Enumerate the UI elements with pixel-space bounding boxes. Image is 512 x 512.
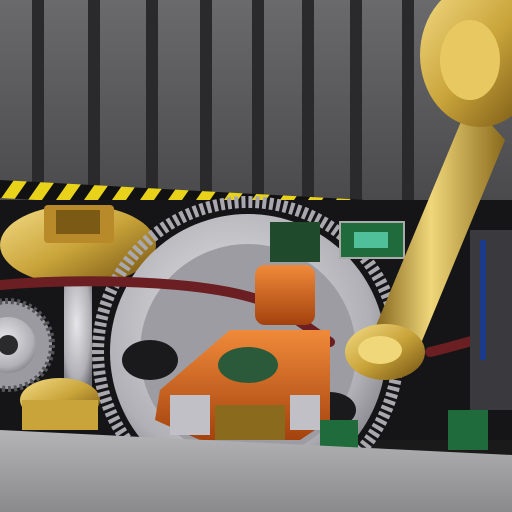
brass-rod bbox=[370, 100, 505, 370]
right-bracket bbox=[470, 230, 512, 410]
concrete-floor bbox=[0, 430, 512, 512]
orange-motor-housing bbox=[155, 265, 330, 440]
left-spur-gear bbox=[0, 298, 55, 392]
brass-pulley-hub bbox=[0, 205, 156, 430]
brass-rod-assembly bbox=[345, 0, 512, 380]
green-circuit-boards bbox=[270, 221, 488, 450]
wall-slats bbox=[32, 0, 474, 206]
